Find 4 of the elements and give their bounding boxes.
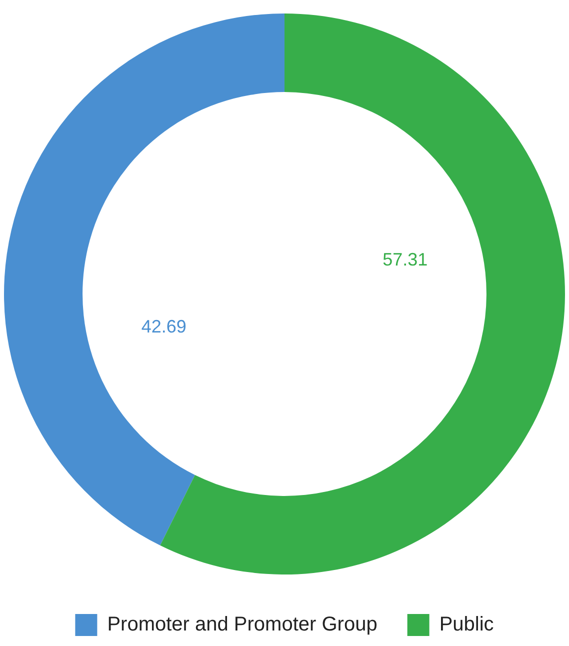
legend-label: Public xyxy=(439,614,494,636)
data-label: 57.31 xyxy=(382,250,428,270)
data-label: 42.69 xyxy=(141,316,186,336)
legend-label: Promoter and Promoter Group xyxy=(107,614,378,636)
